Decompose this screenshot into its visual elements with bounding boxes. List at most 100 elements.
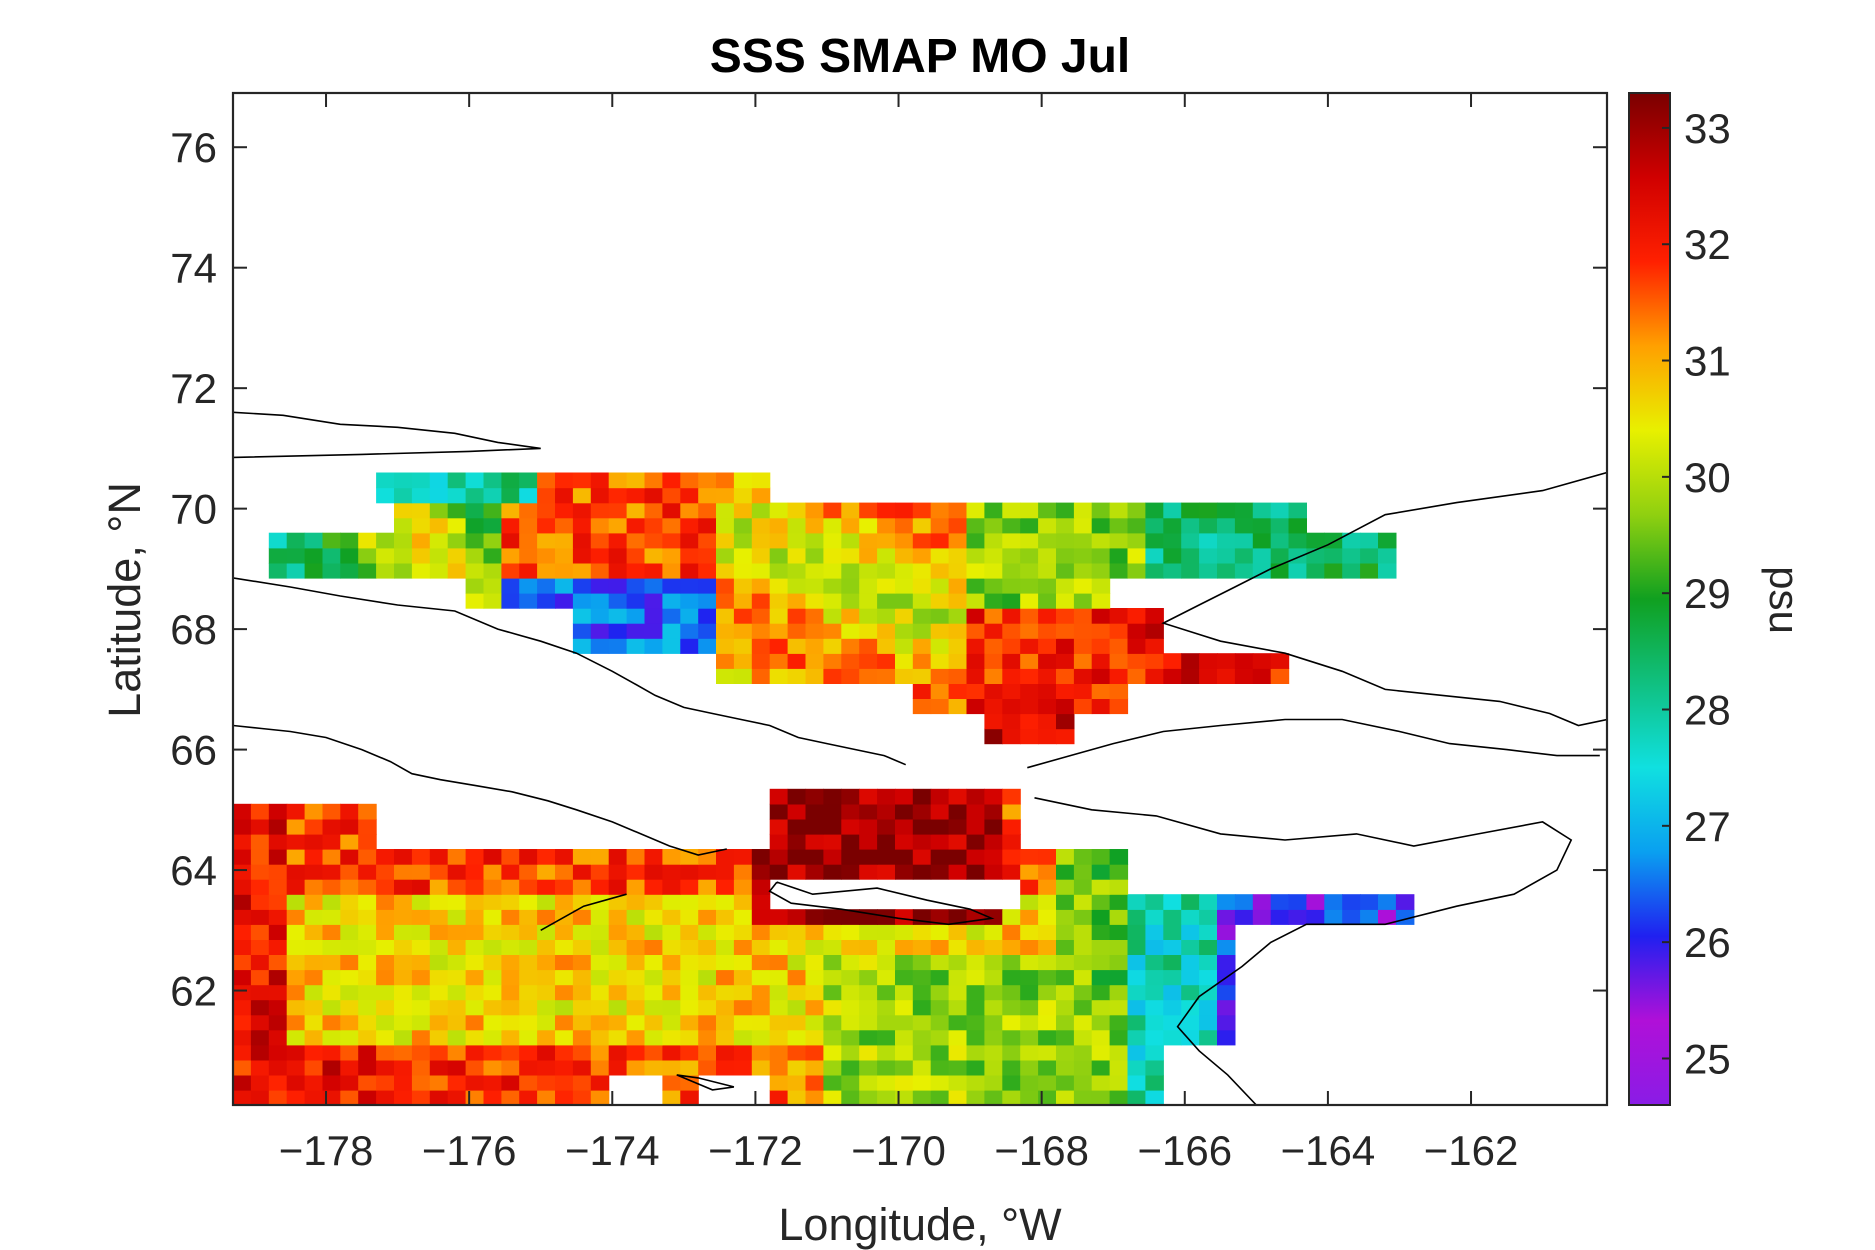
heatmap-cell	[912, 668, 932, 684]
heatmap-cell	[877, 593, 896, 609]
heatmap-cell	[340, 909, 359, 925]
heatmap-cell	[268, 1059, 288, 1076]
heatmap-cell	[895, 1014, 914, 1031]
heatmap-cell	[769, 653, 789, 669]
heatmap-cell	[1199, 547, 1218, 564]
heatmap-cell	[823, 833, 842, 850]
heatmap-cell	[895, 984, 914, 1001]
heatmap-cell	[304, 954, 324, 971]
heatmap-cell	[662, 999, 681, 1016]
heatmap-cell	[429, 1044, 449, 1061]
heatmap-cell	[984, 939, 1003, 955]
heatmap-cell	[376, 984, 395, 1001]
heatmap-cell	[250, 894, 270, 910]
heatmap-cell	[1199, 502, 1218, 519]
heatmap-cell	[1199, 939, 1218, 955]
heatmap-cell	[304, 894, 324, 910]
heatmap-cell	[859, 547, 878, 564]
heatmap-cell	[1091, 593, 1111, 609]
heatmap-cell	[519, 517, 538, 534]
heatmap-cell	[1181, 954, 1200, 971]
heatmap-cell	[751, 517, 771, 534]
heatmap-cell	[823, 608, 842, 624]
heatmap-cell	[841, 593, 860, 609]
heatmap-cell	[912, 638, 932, 654]
heatmap-cell	[1109, 502, 1129, 519]
heatmap-cell	[519, 487, 538, 504]
heatmap-cell	[358, 833, 377, 850]
heatmap-cell	[233, 833, 252, 850]
heatmap-cell	[590, 517, 610, 534]
heatmap-cell	[572, 1074, 592, 1091]
heatmap-cell	[537, 954, 556, 971]
heatmap-cell	[859, 1029, 878, 1046]
heatmap-cell	[787, 1014, 807, 1031]
heatmap-cell	[358, 894, 377, 910]
heatmap-cell	[823, 954, 842, 971]
heatmap-cell	[1234, 532, 1254, 549]
heatmap-cell	[751, 668, 771, 684]
heatmap-cell	[895, 653, 914, 669]
heatmap-cell	[572, 939, 592, 955]
heatmap-cell	[1181, 532, 1200, 549]
heatmap-cell	[1056, 502, 1075, 519]
heatmap-cell	[984, 713, 1003, 730]
heatmap-cell	[394, 1074, 413, 1091]
heatmap-cell	[429, 879, 449, 895]
heatmap-cell	[1270, 547, 1290, 564]
heatmap-cell	[948, 517, 968, 534]
heatmap-cell	[1056, 547, 1075, 564]
heatmap-cell	[769, 954, 789, 971]
heatmap-cell	[966, 1029, 985, 1046]
heatmap-cell	[483, 1059, 502, 1076]
heatmap-cell	[930, 864, 950, 880]
heatmap-cell	[394, 984, 413, 1001]
heatmap-cell	[805, 818, 824, 835]
heatmap-cell	[322, 849, 341, 865]
heatmap-cell	[1145, 939, 1164, 955]
heatmap-cell	[608, 1014, 628, 1031]
heatmap-cell	[483, 532, 502, 549]
heatmap-cell	[555, 1029, 574, 1046]
heatmap-cell	[465, 577, 485, 594]
heatmap-cell	[805, 638, 824, 654]
heatmap-cell	[984, 653, 1003, 669]
heatmap-cell	[1020, 1074, 1039, 1091]
heatmap-cell	[501, 909, 520, 925]
heatmap-cell	[769, 577, 789, 594]
heatmap-cell	[483, 954, 502, 971]
heatmap-cell	[751, 608, 771, 624]
heatmap-cell	[322, 532, 341, 549]
heatmap-cell	[1073, 984, 1093, 1001]
heatmap-cell	[447, 954, 467, 971]
heatmap-cell	[572, 924, 592, 940]
heatmap-cell	[841, 1029, 860, 1046]
coastline	[233, 411, 541, 459]
heatmap-cell	[483, 547, 502, 564]
heatmap-cell	[429, 864, 449, 880]
heatmap-cell	[912, 984, 932, 1001]
heatmap-cell	[304, 849, 324, 865]
heatmap-cell	[501, 502, 520, 519]
heatmap-cell	[626, 984, 646, 1001]
heatmap-cell	[984, 1059, 1003, 1076]
heatmap-cell	[984, 984, 1003, 1001]
heatmap-cell	[698, 623, 717, 639]
heatmap-cell	[537, 894, 556, 910]
heatmap-cell	[501, 472, 520, 489]
heatmap-cell	[1020, 638, 1039, 654]
heatmap-cell	[805, 1059, 824, 1076]
heatmap-cell	[322, 1014, 341, 1031]
heatmap-cell	[1038, 894, 1057, 910]
heatmap-cell	[787, 1089, 807, 1105]
heatmap-cell	[1056, 939, 1075, 955]
heatmap-cell	[751, 909, 771, 925]
heatmap-cell	[268, 1029, 288, 1046]
heatmap-cell	[501, 577, 520, 594]
heatmap-cell	[877, 788, 896, 805]
heatmap-cell	[662, 577, 681, 594]
heatmap-cell	[769, 803, 789, 820]
heatmap-cell	[394, 864, 413, 880]
heatmap-cell	[483, 879, 502, 895]
heatmap-cell	[948, 562, 968, 579]
